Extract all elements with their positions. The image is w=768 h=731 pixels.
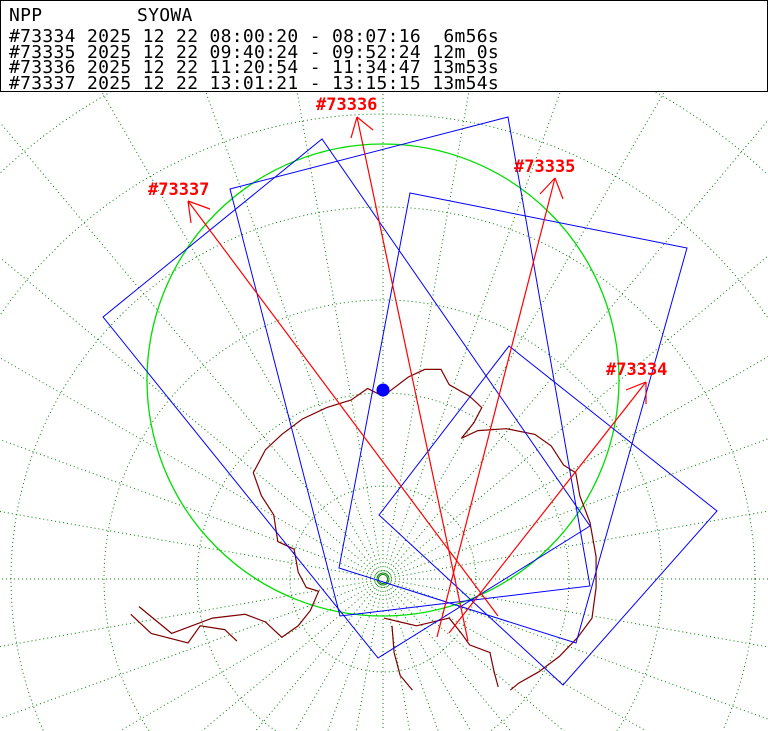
pass-row: #73335 2025 12 22 09:40:24 - 09:52:24 12… bbox=[9, 41, 500, 63]
longitude-line bbox=[386, 510, 768, 579]
track-label: #73334 bbox=[606, 360, 667, 380]
longitude-line bbox=[385, 581, 511, 731]
pass-row: #73336 2025 12 22 11:20:54 - 11:34:47 13… bbox=[9, 57, 500, 78]
latitude-circle bbox=[655, 91, 768, 175]
longitude-line bbox=[386, 356, 768, 578]
longitude-line bbox=[0, 257, 381, 577]
coastline-segment bbox=[138, 368, 597, 691]
coastline-segment bbox=[391, 625, 413, 691]
swaths bbox=[102, 116, 718, 686]
track-line bbox=[448, 381, 647, 634]
station-marker bbox=[376, 383, 390, 397]
polar-map: #73334 #73335 #73336 #73337 bbox=[0, 91, 768, 731]
longitude-line bbox=[386, 579, 768, 648]
track-label: #73337 bbox=[148, 180, 209, 200]
latitude-circle bbox=[490, 579, 570, 731]
pass-row: #73337 2025 12 22 13:01:21 - 13:15:15 13… bbox=[9, 72, 500, 94]
longitude-line bbox=[0, 579, 380, 647]
track-line bbox=[356, 116, 469, 642]
longitude-line bbox=[119, 580, 380, 731]
latitude-circle bbox=[616, 579, 663, 731]
longitude-line bbox=[0, 439, 380, 579]
latitude-circle bbox=[103, 299, 663, 731]
latitude-circle bbox=[10, 206, 756, 731]
track-arrowhead bbox=[539, 177, 556, 195]
coastline-segment bbox=[383, 617, 499, 688]
lat-lon-grid bbox=[0, 91, 768, 731]
coastline-segment bbox=[130, 613, 238, 644]
track-arrowhead bbox=[554, 177, 564, 200]
track-line bbox=[187, 200, 499, 617]
coastline bbox=[130, 368, 597, 691]
latitude-circle bbox=[0, 91, 111, 173]
station-name: SYOWA bbox=[137, 5, 193, 26]
track-arrowhead bbox=[625, 381, 647, 391]
longitude-line bbox=[385, 581, 565, 731]
pass-header: NPP SYOWA #73334 2025 12 22 08:00:20 - 0… bbox=[0, 0, 768, 92]
longitude-line bbox=[0, 579, 380, 719]
pass-row: #73334 2025 12 22 08:00:20 - 08:07:16 6m… bbox=[9, 26, 500, 47]
longitude-line bbox=[355, 582, 383, 731]
longitude-line bbox=[383, 582, 411, 731]
longitude-line bbox=[204, 91, 383, 576]
track-label: #73335 bbox=[514, 157, 575, 177]
longitude-line bbox=[294, 582, 382, 731]
longitude-line bbox=[0, 511, 380, 579]
swath-outline bbox=[102, 138, 591, 659]
track-label: #73336 bbox=[316, 95, 377, 115]
swath-outline bbox=[378, 345, 718, 686]
longitude-line bbox=[201, 581, 381, 731]
pole-circle bbox=[376, 572, 390, 586]
swath-outline bbox=[229, 116, 591, 617]
track-arrowhead bbox=[356, 116, 374, 131]
reception-circle bbox=[146, 143, 620, 617]
satellite-name: NPP bbox=[9, 5, 43, 26]
longitude-line bbox=[0, 357, 380, 578]
longitude-line bbox=[255, 581, 381, 731]
longitude-line bbox=[386, 580, 647, 731]
longitude-line bbox=[384, 582, 472, 731]
swath-outline bbox=[338, 192, 688, 644]
track-arrowhead bbox=[350, 116, 358, 139]
latitude-circle bbox=[196, 392, 570, 731]
longitude-line bbox=[385, 255, 768, 577]
ground-tracks: #73334 #73335 #73336 #73337 bbox=[148, 95, 667, 642]
track-arrowhead bbox=[187, 200, 211, 210]
track-arrowhead bbox=[187, 200, 192, 224]
latitude-circle bbox=[722, 579, 756, 731]
